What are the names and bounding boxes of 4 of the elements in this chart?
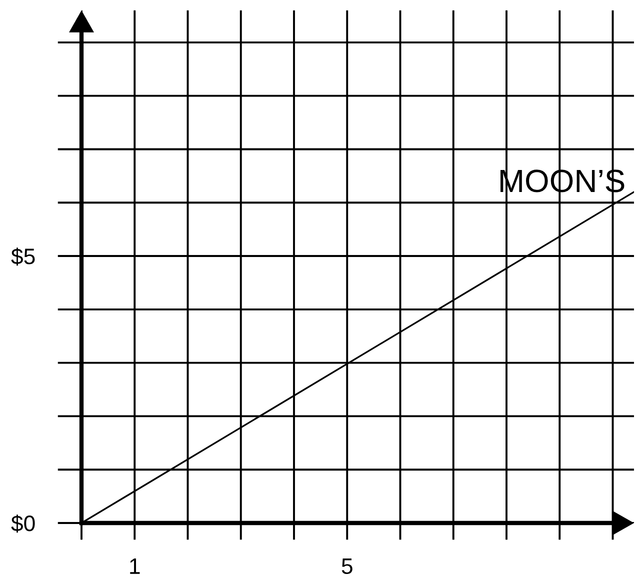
y-tick-label: $0 bbox=[11, 514, 35, 533]
x-tick-label: 1 bbox=[130, 558, 140, 574]
x-tick-label: 5 bbox=[342, 558, 352, 574]
y-tick-label: $5 bbox=[11, 248, 35, 266]
